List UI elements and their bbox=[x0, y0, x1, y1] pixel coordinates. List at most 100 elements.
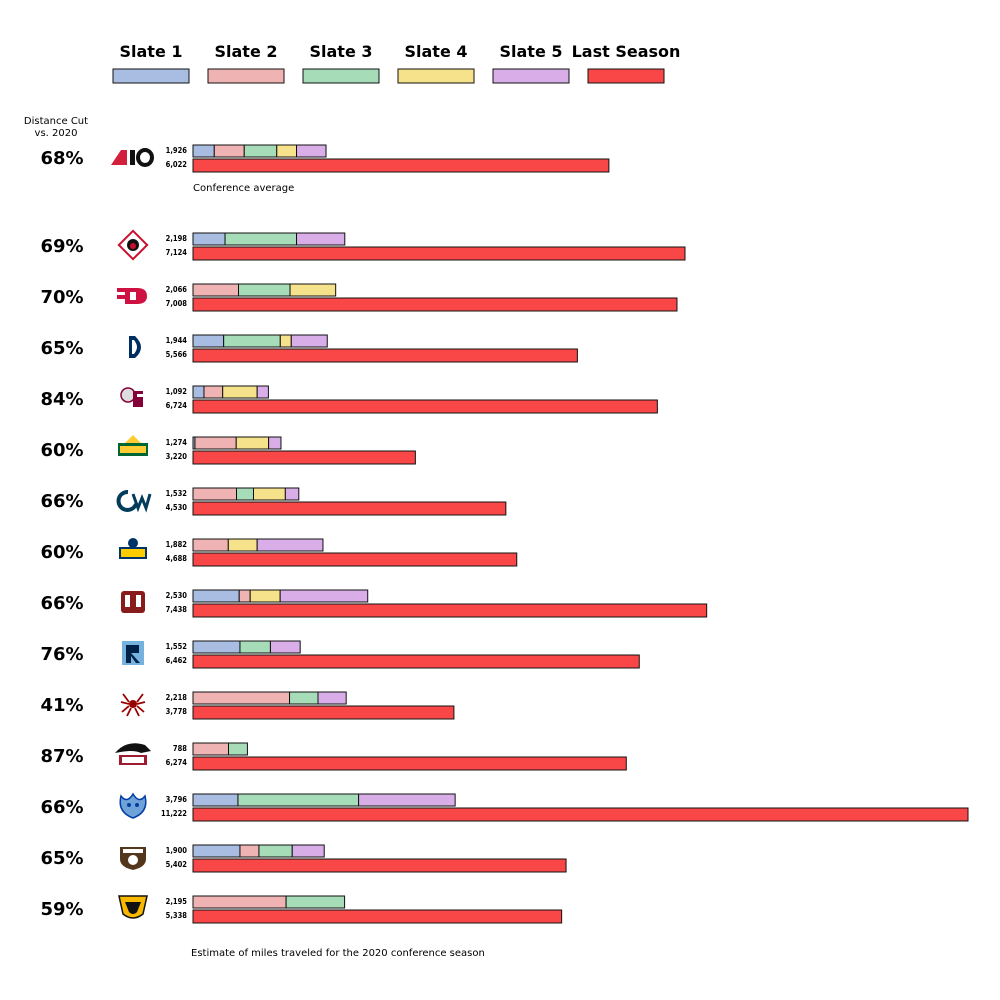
bar-segment-slate-5 bbox=[317, 691, 347, 705]
bar-segment-slate-2 bbox=[203, 385, 224, 399]
bar-segment-slate-2 bbox=[192, 895, 287, 909]
pct-value: 66% bbox=[40, 797, 83, 818]
last-season-label: 7,438 bbox=[166, 605, 188, 614]
team-row: 66% 3,796 11,222 bbox=[40, 792, 969, 822]
slate-total-label: 1,944 bbox=[166, 336, 188, 345]
pct-value: 87% bbox=[40, 746, 83, 767]
last-season-label: 3,220 bbox=[166, 452, 188, 461]
bar-segment-slate-5 bbox=[291, 844, 325, 858]
team-logo-saint-louis bbox=[119, 792, 147, 819]
slu-logo-mark bbox=[135, 803, 139, 807]
gmu-logo-mark bbox=[120, 446, 146, 453]
last-season-label: 4,530 bbox=[166, 503, 188, 512]
duquesne-logo-mark bbox=[132, 340, 137, 354]
bar-segment-slate-2 bbox=[192, 283, 240, 297]
vcu-logo-mark bbox=[125, 902, 141, 914]
bar-segment-slate-3 bbox=[236, 487, 254, 501]
bar-segment-slate-3 bbox=[285, 895, 346, 909]
team-row: 65% 1,900 5,402 bbox=[40, 844, 567, 873]
legend-label-slate-2: Slate 2 bbox=[214, 42, 277, 61]
bar-last-season bbox=[192, 501, 507, 516]
dayton-logo-mark bbox=[130, 292, 136, 300]
sju-logo-mark bbox=[122, 757, 144, 763]
bona-logo-mark bbox=[123, 849, 143, 853]
slate-total-label: 3,796 bbox=[166, 795, 188, 804]
legend-swatch-slate-3 bbox=[302, 68, 380, 84]
legend-swatch-last-season bbox=[587, 68, 665, 84]
legend-swatch-slate-4 bbox=[397, 68, 475, 84]
bar-segment-slate-4 bbox=[235, 436, 270, 450]
richmond-logo-mark bbox=[120, 693, 146, 717]
sju-logo-mark bbox=[115, 743, 151, 753]
team-logo-duquesne bbox=[129, 336, 141, 358]
team-row: 60% 1,882 4,688 bbox=[40, 538, 518, 567]
bar-segment-slate-5 bbox=[284, 487, 300, 501]
chart-rows: 68% 1,926 6,022 Conference average 69% 2,198 7… bbox=[40, 144, 969, 924]
slate-total-label: 788 bbox=[173, 744, 187, 753]
bar-segment-slate-1 bbox=[192, 844, 241, 858]
last-season-label: 3,778 bbox=[166, 707, 188, 716]
conference-average-caption: Conference average bbox=[193, 183, 294, 194]
team-row: 84% 1,092 6,724 bbox=[40, 385, 658, 414]
bar-segment-slate-1 bbox=[192, 385, 205, 399]
pct-value: 41% bbox=[40, 695, 83, 716]
legend-label-slate-3: Slate 3 bbox=[309, 42, 372, 61]
legend-label-slate-5: Slate 5 bbox=[499, 42, 562, 61]
last-season-label: 6,022 bbox=[166, 160, 188, 169]
team-logo-richmond bbox=[120, 693, 146, 717]
team-logo-la-salle bbox=[119, 538, 147, 559]
bar-last-season bbox=[192, 297, 678, 312]
umass-logo-mark bbox=[136, 595, 141, 607]
fordham-logo-mark bbox=[137, 394, 143, 397]
bar-segment-slate-4 bbox=[289, 283, 337, 297]
last-season-label: 5,402 bbox=[166, 860, 188, 869]
team-logo-dayton bbox=[117, 288, 147, 304]
bar-segment-slate-5 bbox=[269, 640, 301, 654]
team-logo-fordham bbox=[120, 387, 143, 407]
uri-logo-mark bbox=[126, 645, 131, 663]
team-row: 65% 1,944 5,566 bbox=[40, 334, 578, 363]
bar-segment-slate-5 bbox=[256, 538, 324, 552]
bar-segment-slate-1 bbox=[192, 589, 240, 603]
slate-total-label: 1,926 bbox=[166, 146, 188, 155]
richmond-logo-mark bbox=[129, 700, 137, 708]
team-row: 68% 1,926 6,022 Conference average bbox=[40, 144, 610, 194]
chart-footer: Estimate of miles traveled for the 2020 … bbox=[191, 948, 485, 959]
gmu-logo-mark bbox=[125, 435, 141, 443]
legend-label-slate-1: Slate 1 bbox=[119, 42, 182, 61]
pct-value: 68% bbox=[40, 148, 83, 169]
slate-total-label: 2,066 bbox=[166, 285, 188, 294]
pct-value: 66% bbox=[40, 491, 83, 512]
team-row: 59% 2,195 5,338 bbox=[40, 895, 563, 924]
slate-total-label: 2,198 bbox=[166, 234, 188, 243]
team-row: 70% 2,066 7,008 bbox=[40, 283, 678, 312]
slate-total-label: 1,900 bbox=[166, 846, 188, 855]
team-logo-rhode-island bbox=[122, 641, 144, 665]
bar-last-season bbox=[192, 399, 658, 414]
last-season-label: 11,222 bbox=[161, 809, 187, 818]
slate-total-label: 2,218 bbox=[166, 693, 188, 702]
pct-header-line: vs. 2020 bbox=[35, 128, 78, 139]
bar-segment-slate-5 bbox=[268, 436, 282, 450]
bona-logo-mark bbox=[128, 855, 138, 865]
bar-segment-slate-3 bbox=[238, 283, 291, 297]
team-row: 69% 2,198 7,124 bbox=[40, 229, 686, 261]
umass-logo-mark bbox=[125, 595, 130, 607]
pct-value: 76% bbox=[40, 644, 83, 665]
bar-segment-slate-2 bbox=[192, 742, 229, 756]
umass-logo-mark bbox=[121, 591, 145, 613]
last-season-label: 7,008 bbox=[166, 299, 188, 308]
bar-last-season bbox=[192, 909, 563, 924]
bar-segment-slate-3 bbox=[224, 232, 298, 246]
pct-value: 84% bbox=[40, 389, 83, 410]
bar-segment-slate-5 bbox=[358, 793, 456, 807]
last-season-label: 7,124 bbox=[166, 248, 188, 257]
lasalle-logo-mark bbox=[121, 549, 145, 557]
bar-segment-slate-1 bbox=[192, 334, 225, 348]
bar-segment-slate-5 bbox=[290, 334, 328, 348]
bar-last-season bbox=[192, 858, 567, 873]
bar-segment-slate-2 bbox=[192, 487, 238, 501]
pct-value: 60% bbox=[40, 542, 83, 563]
